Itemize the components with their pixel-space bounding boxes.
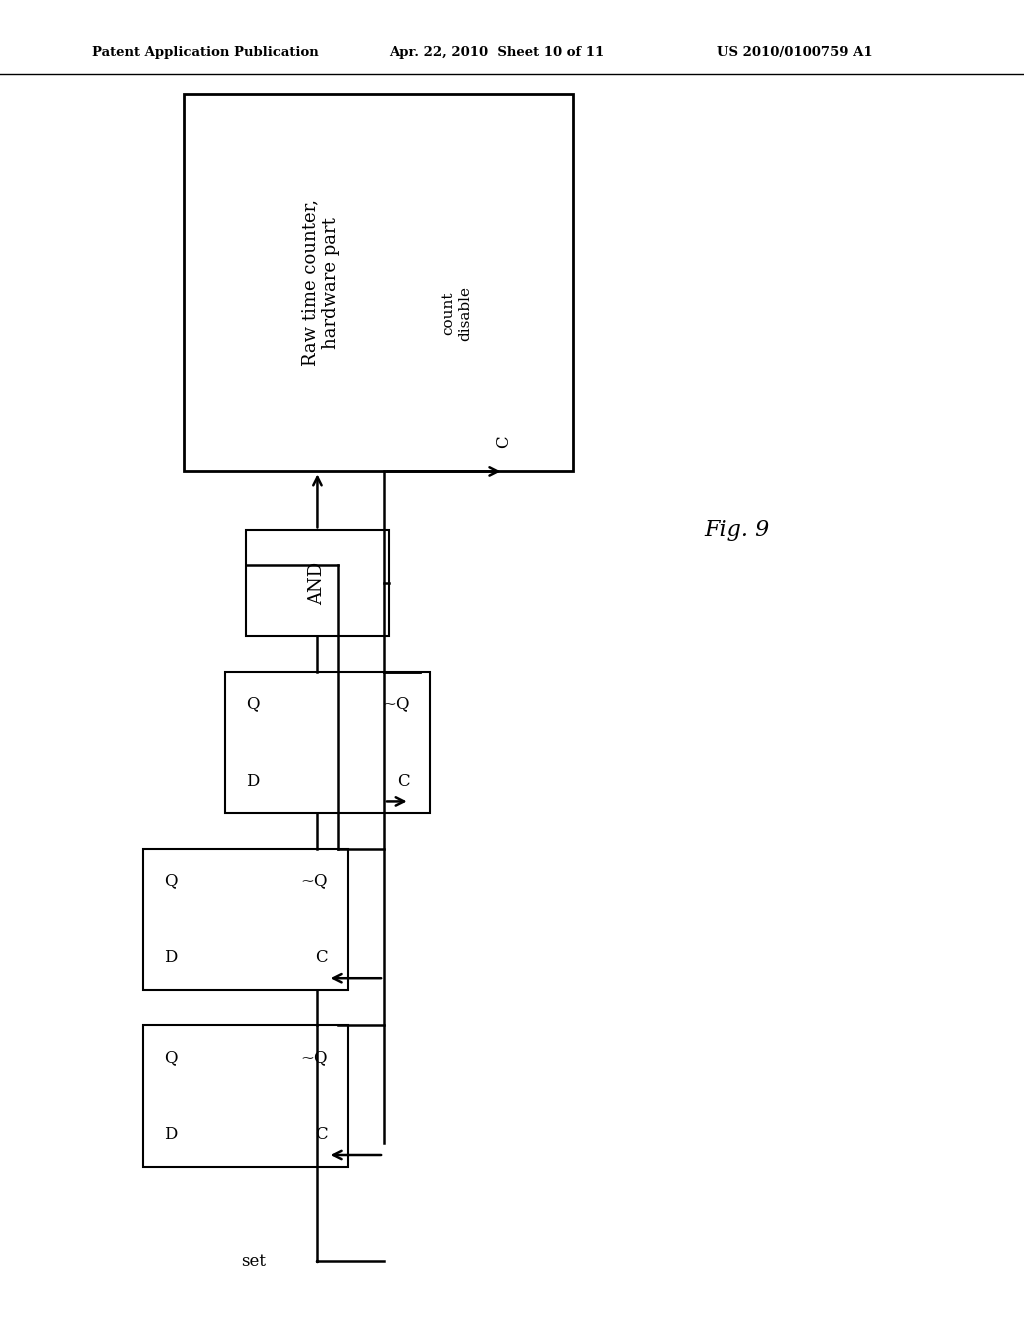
Text: set: set bbox=[242, 1253, 266, 1270]
Text: Q: Q bbox=[246, 696, 259, 713]
Text: ~Q: ~Q bbox=[300, 1049, 328, 1067]
Text: C: C bbox=[495, 436, 512, 449]
Text: ~Q: ~Q bbox=[382, 696, 410, 713]
FancyBboxPatch shape bbox=[143, 1026, 348, 1167]
Text: Raw time counter,
hardware part: Raw time counter, hardware part bbox=[301, 199, 340, 367]
FancyBboxPatch shape bbox=[246, 531, 389, 636]
Text: C: C bbox=[315, 1126, 328, 1143]
Text: D: D bbox=[164, 1126, 177, 1143]
Text: Q: Q bbox=[164, 873, 177, 890]
Text: US 2010/0100759 A1: US 2010/0100759 A1 bbox=[717, 46, 872, 59]
FancyBboxPatch shape bbox=[143, 849, 348, 990]
Text: AND: AND bbox=[308, 562, 327, 605]
Text: ~Q: ~Q bbox=[300, 873, 328, 890]
Text: count
disable: count disable bbox=[441, 285, 472, 341]
Text: Apr. 22, 2010  Sheet 10 of 11: Apr. 22, 2010 Sheet 10 of 11 bbox=[389, 46, 604, 59]
Text: C: C bbox=[315, 949, 328, 966]
Text: D: D bbox=[164, 949, 177, 966]
Text: D: D bbox=[246, 772, 259, 789]
Text: Fig. 9: Fig. 9 bbox=[705, 519, 770, 541]
Text: C: C bbox=[397, 772, 410, 789]
Text: Patent Application Publication: Patent Application Publication bbox=[92, 46, 318, 59]
FancyBboxPatch shape bbox=[225, 672, 430, 813]
FancyBboxPatch shape bbox=[184, 94, 573, 471]
Text: Q: Q bbox=[164, 1049, 177, 1067]
